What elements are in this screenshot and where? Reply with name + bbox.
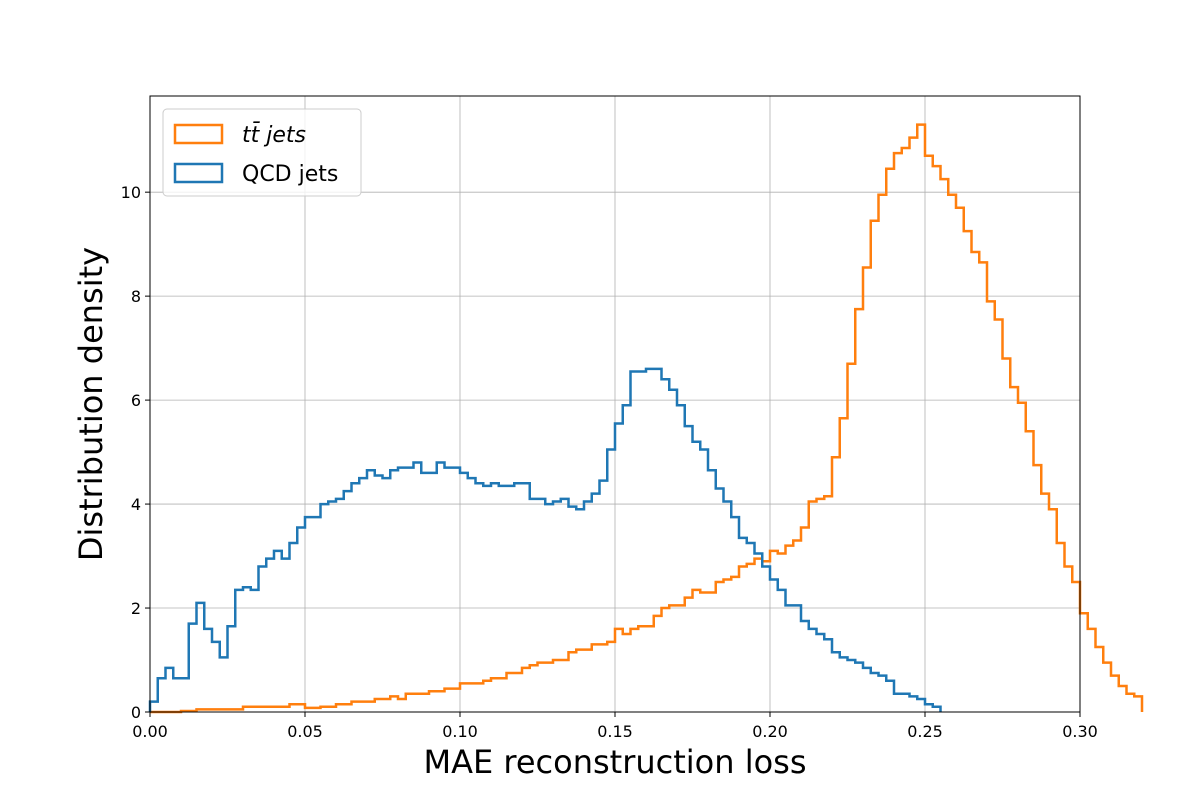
series-layer xyxy=(148,123,1144,714)
y-tick-label: 2 xyxy=(131,599,141,618)
x-tick-label: 0.05 xyxy=(287,722,323,741)
x-axis-label: MAE reconstruction loss xyxy=(423,743,806,781)
y-axis-label: Distribution density xyxy=(72,247,110,561)
x-tick-label: 0.10 xyxy=(442,722,478,741)
y-tick-label: 8 xyxy=(131,287,141,306)
legend-box xyxy=(162,108,362,197)
x-tick-label: 0.20 xyxy=(752,722,788,741)
legend-swatch-ttbar xyxy=(173,123,224,145)
legend-label-qcd: QCD jets xyxy=(242,162,338,187)
legend: tt̄ jets QCD jets xyxy=(162,108,362,197)
legend-label-ttbar: tt̄ jets xyxy=(242,122,306,148)
x-axis: 0.00 0.05 0.10 0.15 0.20 0.25 0.30 xyxy=(132,712,1098,741)
y-tick-label: 0 xyxy=(131,703,141,722)
series-ttbar-step xyxy=(150,123,1144,714)
x-tick-label: 0.30 xyxy=(1062,722,1098,741)
x-tick-label: 0.00 xyxy=(132,722,168,741)
x-tick-label: 0.25 xyxy=(907,722,943,741)
y-tick-label: 10 xyxy=(121,183,141,202)
y-tick-label: 6 xyxy=(131,391,141,410)
y-axis: 0 2 4 6 8 10 xyxy=(121,183,150,722)
legend-swatch-qcd xyxy=(173,162,224,184)
x-tick-label: 0.15 xyxy=(597,722,633,741)
y-tick-label: 4 xyxy=(131,495,141,514)
series-qcd-step xyxy=(148,367,942,712)
